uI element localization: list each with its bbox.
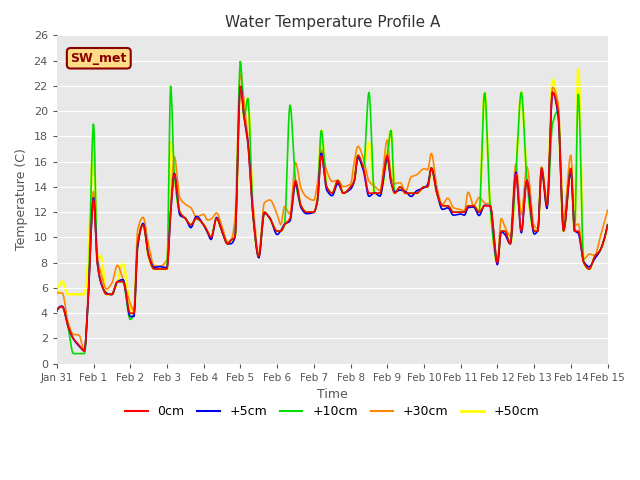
Y-axis label: Temperature (C): Temperature (C) [15, 149, 28, 251]
Title: Water Temperature Profile A: Water Temperature Profile A [225, 15, 440, 30]
Text: SW_met: SW_met [70, 52, 127, 65]
X-axis label: Time: Time [317, 388, 348, 401]
Legend: 0cm, +5cm, +10cm, +30cm, +50cm: 0cm, +5cm, +10cm, +30cm, +50cm [120, 400, 545, 423]
